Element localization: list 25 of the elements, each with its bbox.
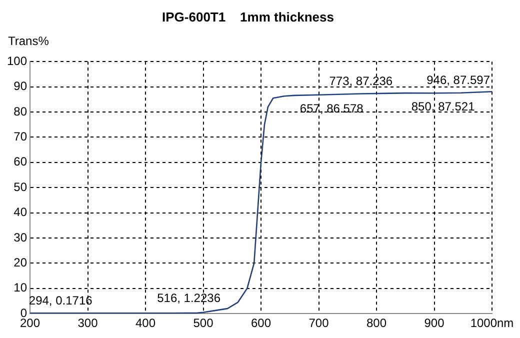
annotation: 773, 87.236 [329, 74, 393, 88]
annotation: 294, 0.1716 [28, 293, 93, 308]
x-tick-label: 900 [424, 316, 445, 330]
y-tick-label: 20 [14, 256, 28, 270]
y-tick-label: 50 [14, 180, 28, 194]
chart-title: IPG-600T1 1mm thickness [162, 9, 334, 24]
y-tick-label: 40 [14, 205, 28, 220]
y-tick-label: 90 [14, 79, 28, 94]
y-tick-label: 100 [6, 54, 28, 68]
annotation: 946, 87.597 [426, 73, 490, 88]
y-tick-label: 60 [14, 154, 28, 169]
x-tick-label: 1000nm [470, 316, 514, 330]
x-tick-label: 300 [78, 316, 98, 330]
x-tick-label: 400 [136, 316, 156, 330]
y-tick-label: 70 [14, 130, 28, 144]
annotation: 516, 1.2236 [157, 290, 221, 305]
y-tick-label: 30 [14, 230, 28, 244]
annotation: 850, 87.521 [411, 99, 476, 114]
x-tick-label: 800 [366, 316, 387, 330]
x-tick-label: 700 [308, 316, 330, 330]
y-tick-label: 80 [14, 104, 28, 118]
y-tick-label: 10 [14, 280, 28, 295]
y-axis-title: Trans% [8, 34, 50, 48]
x-tick-label: 600 [250, 316, 272, 330]
x-tick-label: 500 [193, 316, 214, 330]
